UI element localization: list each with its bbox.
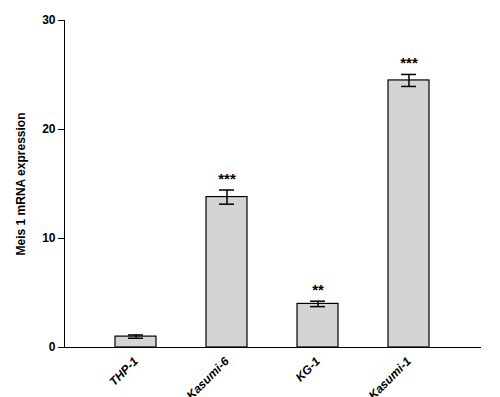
- svg-text:KG-1: KG-1: [293, 354, 323, 384]
- svg-text:Kasumi-1: Kasumi-1: [366, 354, 414, 397]
- svg-text:THP-1: THP-1: [106, 354, 141, 389]
- svg-text:***: ***: [218, 170, 236, 187]
- svg-text:0: 0: [49, 340, 56, 354]
- svg-text:Meis 1 mRNA expression: Meis 1 mRNA expression: [14, 113, 28, 256]
- svg-text:***: ***: [400, 54, 418, 71]
- svg-text:Kasumi-6: Kasumi-6: [184, 354, 232, 397]
- svg-text:**: **: [312, 281, 324, 298]
- svg-text:30: 30: [42, 13, 56, 27]
- svg-text:10: 10: [42, 231, 56, 245]
- svg-text:20: 20: [42, 122, 56, 136]
